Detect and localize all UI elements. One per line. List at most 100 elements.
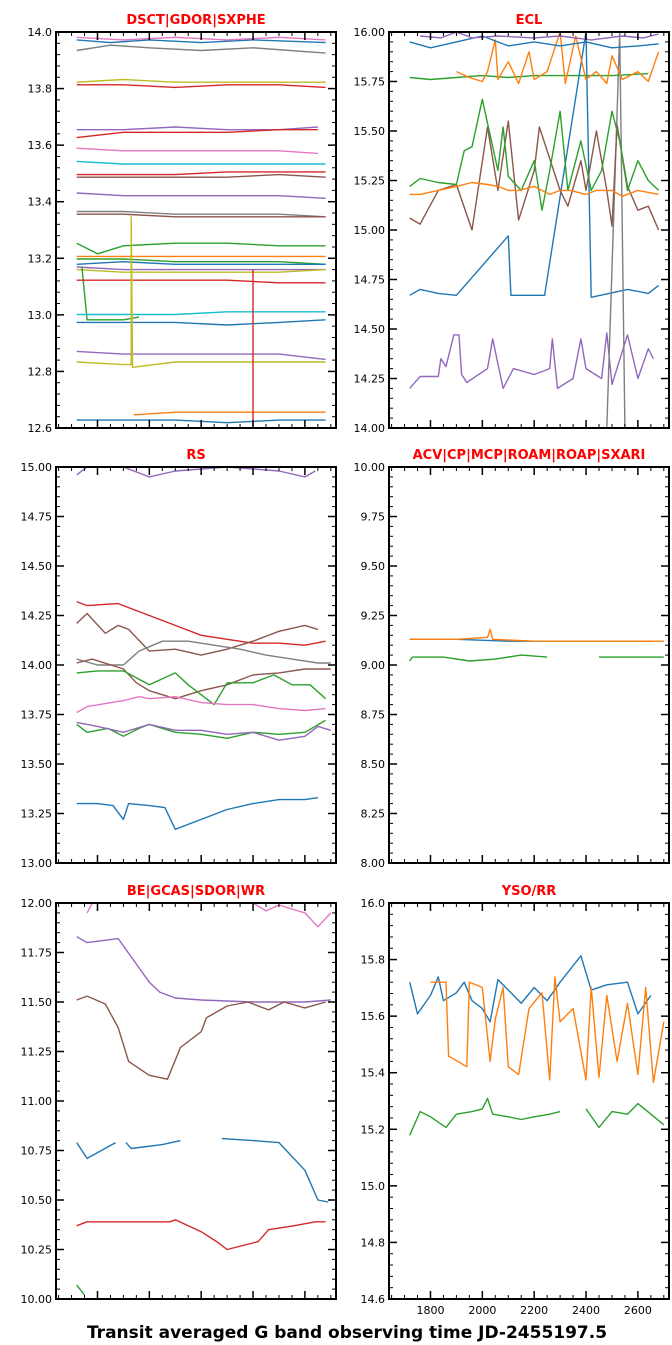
y-tick-label: 13.2 — [28, 252, 53, 265]
series-line — [456, 32, 660, 85]
y-tick-label: 10.25 — [21, 1244, 53, 1257]
panel-title: DSCT|GDOR|SXPHE — [126, 13, 265, 28]
series-line — [221, 1137, 329, 1203]
series-line — [76, 1141, 116, 1160]
y-tick-label: 11.25 — [21, 1046, 53, 1059]
series-line — [76, 242, 326, 255]
series-line — [420, 32, 659, 41]
panel-title: YSO/RR — [501, 884, 557, 899]
series-line — [76, 84, 326, 89]
series-line — [76, 210, 326, 218]
y-tick-label: 14.8 — [361, 1236, 386, 1249]
y-tick-label: 10.75 — [21, 1145, 53, 1158]
series-line — [409, 35, 659, 49]
series-line — [76, 160, 326, 165]
y-tick-label: 15.00 — [354, 224, 386, 237]
series-group — [76, 467, 332, 830]
series-line — [76, 192, 326, 199]
series-line — [76, 319, 326, 326]
y-tick-label: 14.00 — [354, 422, 386, 435]
x-tick-label: 2400 — [572, 1304, 600, 1317]
plot-frame — [388, 31, 670, 429]
y-tick-label: 14.75 — [21, 511, 53, 524]
series-line — [409, 332, 655, 390]
plot-frame — [55, 31, 337, 429]
y-tick-label: 14.25 — [354, 373, 386, 386]
y-tick-label: 15.6 — [361, 1010, 386, 1023]
series-line — [76, 1219, 326, 1251]
series-line — [76, 266, 326, 271]
series-line — [76, 171, 326, 176]
x-tick-label: 2200 — [520, 1304, 548, 1317]
x-tick-label: 2600 — [624, 1304, 652, 1317]
y-tick-label: 13.50 — [21, 758, 53, 771]
y-tick-label: 13.4 — [28, 196, 53, 209]
y-tick-label: 8.75 — [361, 709, 386, 722]
series-line — [76, 721, 332, 741]
y-tick-label: 15.25 — [354, 175, 386, 188]
series-line — [76, 213, 326, 218]
y-tick-label: 13.8 — [28, 83, 53, 96]
y-tick-label: 14.25 — [21, 610, 53, 623]
series-line — [76, 467, 316, 478]
y-tick-label: 14.00 — [21, 659, 53, 672]
series-group — [409, 628, 664, 662]
series-line — [81, 266, 140, 321]
series-line — [409, 32, 660, 298]
y-tick-label: 14.6 — [361, 1293, 386, 1306]
series-line — [76, 311, 326, 316]
y-tick-label: 13.6 — [28, 139, 53, 152]
series-line — [76, 216, 326, 368]
y-tick-label: 9.75 — [361, 511, 386, 524]
y-tick-label: 14.50 — [21, 560, 53, 573]
y-tick-label: 16.0 — [361, 897, 386, 910]
y-tick-label: 13.0 — [28, 309, 53, 322]
series-line — [76, 612, 319, 656]
series-line — [76, 279, 326, 284]
chart-panel: BE|GCAS|SDOR|WR 10.00 10.25 10.50 10.75 11.00… — [21, 884, 337, 1306]
y-tick-label: 15.75 — [354, 76, 386, 89]
x-axis-label: Transit averaged G band observing time J… — [87, 1323, 607, 1343]
series-line — [430, 976, 665, 1084]
series-line — [76, 658, 331, 700]
y-tick-label: 10.50 — [21, 1194, 53, 1207]
series-group — [409, 955, 665, 1136]
panels: DSCT|GDOR|SXPHE 12.6 12.8 13.0 13.2 13.4 13.6 1… — [21, 13, 670, 1317]
y-tick-label: 15.4 — [361, 1067, 386, 1080]
y-tick-label: 10.00 — [354, 461, 386, 474]
y-tick-label: 8.00 — [361, 857, 386, 870]
y-tick-label: 9.50 — [361, 560, 386, 573]
series-line — [76, 936, 331, 1003]
y-tick-label: 14.0 — [28, 26, 53, 39]
chart-panel: ECL 14.00 14.25 14.50 14.75 15.00 15.25 15.50 15… — [354, 13, 670, 435]
series-line — [76, 640, 331, 666]
series-line — [606, 32, 626, 428]
series-line — [76, 78, 326, 83]
series-line — [585, 1102, 665, 1129]
y-tick-label: 15.0 — [361, 1180, 386, 1193]
series-group — [76, 903, 332, 1296]
y-tick-label: 15.2 — [361, 1123, 386, 1136]
series-group — [76, 36, 326, 428]
y-tick-label: 8.50 — [361, 758, 386, 771]
y-tick-label: 11.00 — [21, 1095, 53, 1108]
series-line — [409, 1097, 561, 1136]
y-tick-label: 15.00 — [21, 461, 53, 474]
y-tick-label: 13.75 — [21, 709, 53, 722]
series-line — [133, 411, 326, 416]
chart-panel: ACV|CP|MCP|ROAM|ROAP|SXARI 8.00 8.25 8.50 8.… — [354, 448, 670, 870]
series-line — [76, 147, 318, 155]
y-tick-label: 9.00 — [361, 659, 386, 672]
series-line — [76, 719, 326, 739]
panel-title: BE|GCAS|SDOR|WR — [127, 884, 265, 899]
series-line — [409, 654, 548, 662]
y-tick-label: 8.25 — [361, 808, 386, 821]
x-tick-label: 2000 — [468, 1304, 496, 1317]
panel-title: ECL — [516, 13, 543, 28]
series-line — [76, 797, 319, 830]
series-line — [76, 995, 326, 1080]
series-line — [76, 696, 326, 714]
chart-panel: DSCT|GDOR|SXPHE 12.6 12.8 13.0 13.2 13.4 13.6 1… — [28, 13, 337, 435]
y-tick-label: 11.75 — [21, 947, 53, 960]
